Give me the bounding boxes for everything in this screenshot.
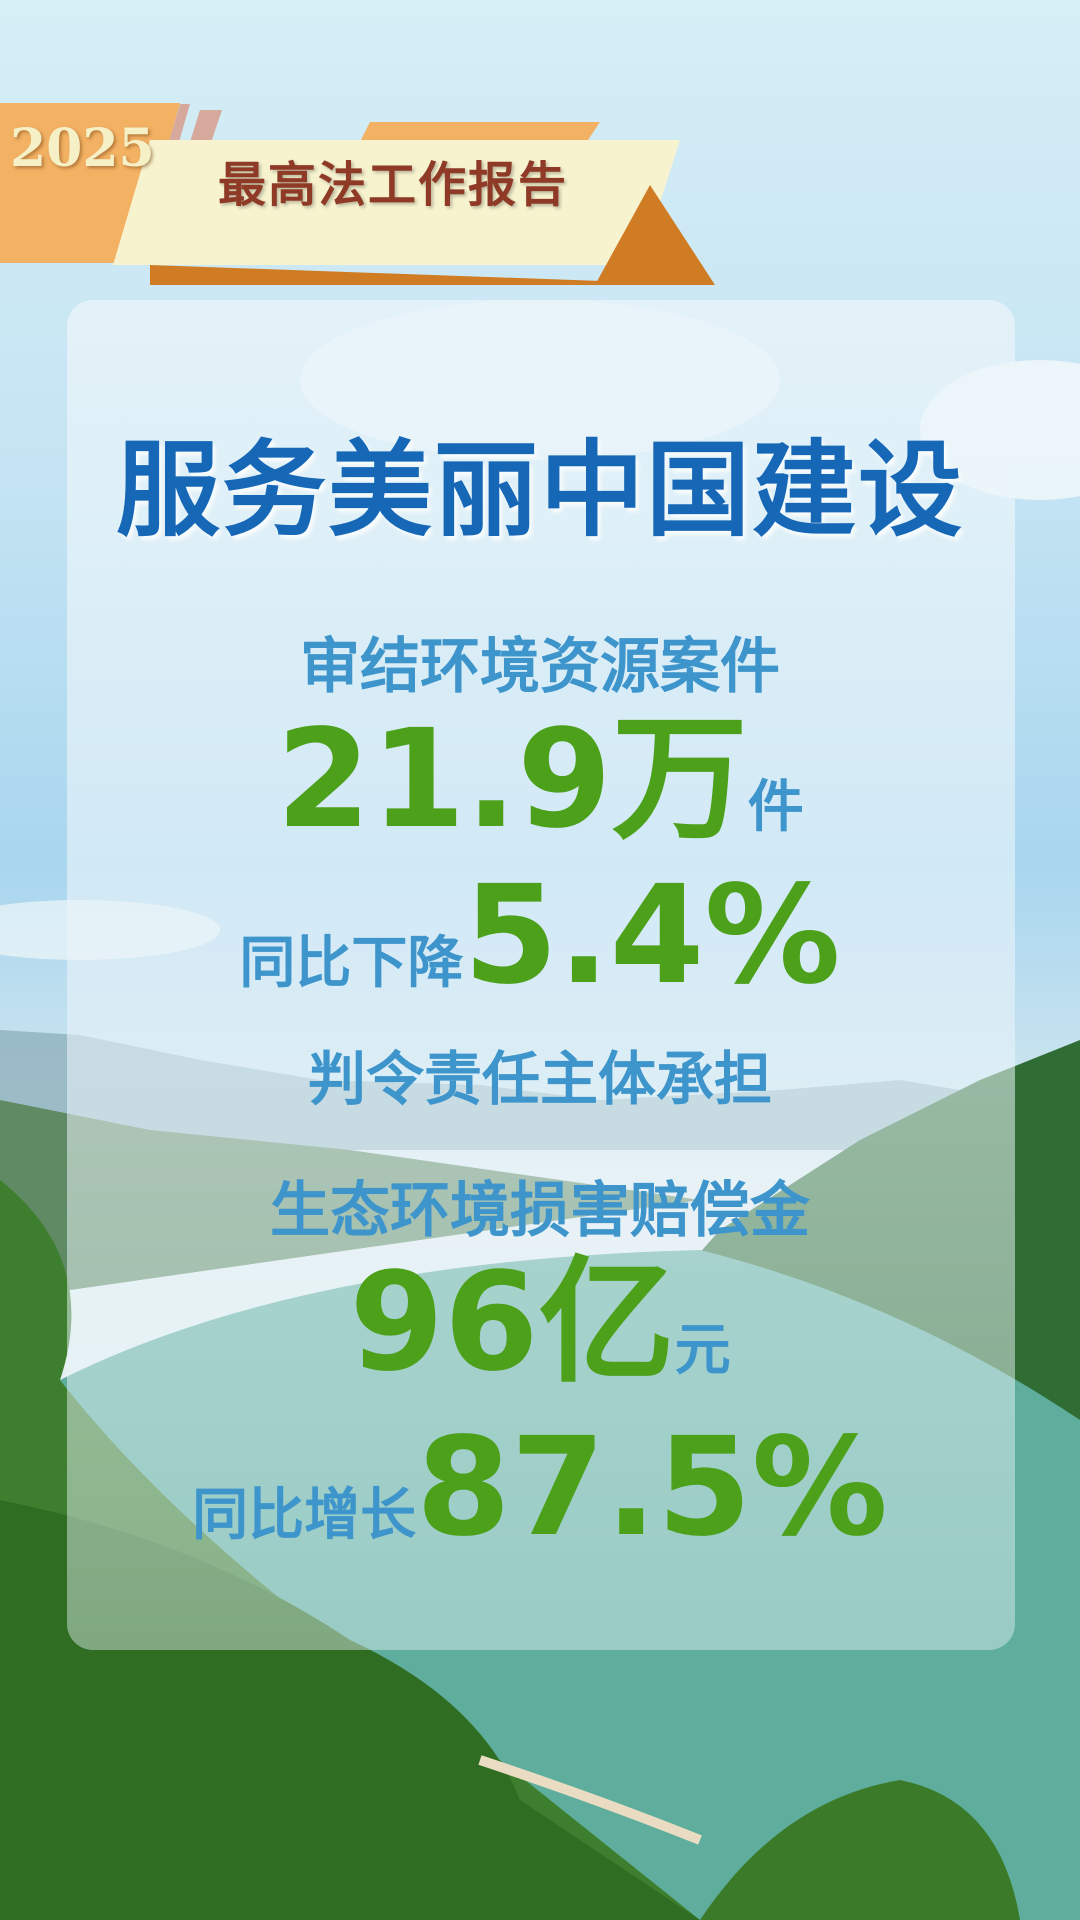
stat4-value: 87.5%: [416, 1409, 888, 1567]
stat1-label: 审结环境资源案件: [300, 632, 780, 702]
stat3-unit-big: 亿: [538, 1244, 675, 1402]
stat3-value-row: 96亿元: [0, 1255, 1080, 1391]
stat2-value: 5.4%: [463, 857, 841, 1015]
stat3-label-line1: 判令责任主体承担: [307, 1045, 772, 1113]
stat1-unit-big: 万: [611, 701, 748, 859]
stat1-unit-small: 件: [747, 775, 804, 840]
stat4-label: 同比增长: [192, 1483, 417, 1548]
stat3-value: 96: [349, 1244, 539, 1402]
header-banner: [0, 103, 715, 285]
stat1-value-row: 21.9万件: [0, 712, 1080, 848]
banner-title: 最高法工作报告: [218, 157, 569, 213]
content-panel: [67, 300, 1015, 1650]
page-title: 服务美丽中国建设: [115, 429, 964, 551]
stat2-row: 同比下降5.4%: [0, 868, 1080, 1004]
stat4-row: 同比增长87.5%: [0, 1420, 1080, 1556]
year-label: 2025: [10, 118, 155, 179]
stat3-unit-small: 元: [674, 1318, 731, 1383]
stat2-label: 同比下降: [239, 931, 464, 996]
stat3-label-line2: 生态环境损害赔偿金: [270, 1176, 810, 1246]
stat1-value: 21.9: [276, 701, 612, 859]
